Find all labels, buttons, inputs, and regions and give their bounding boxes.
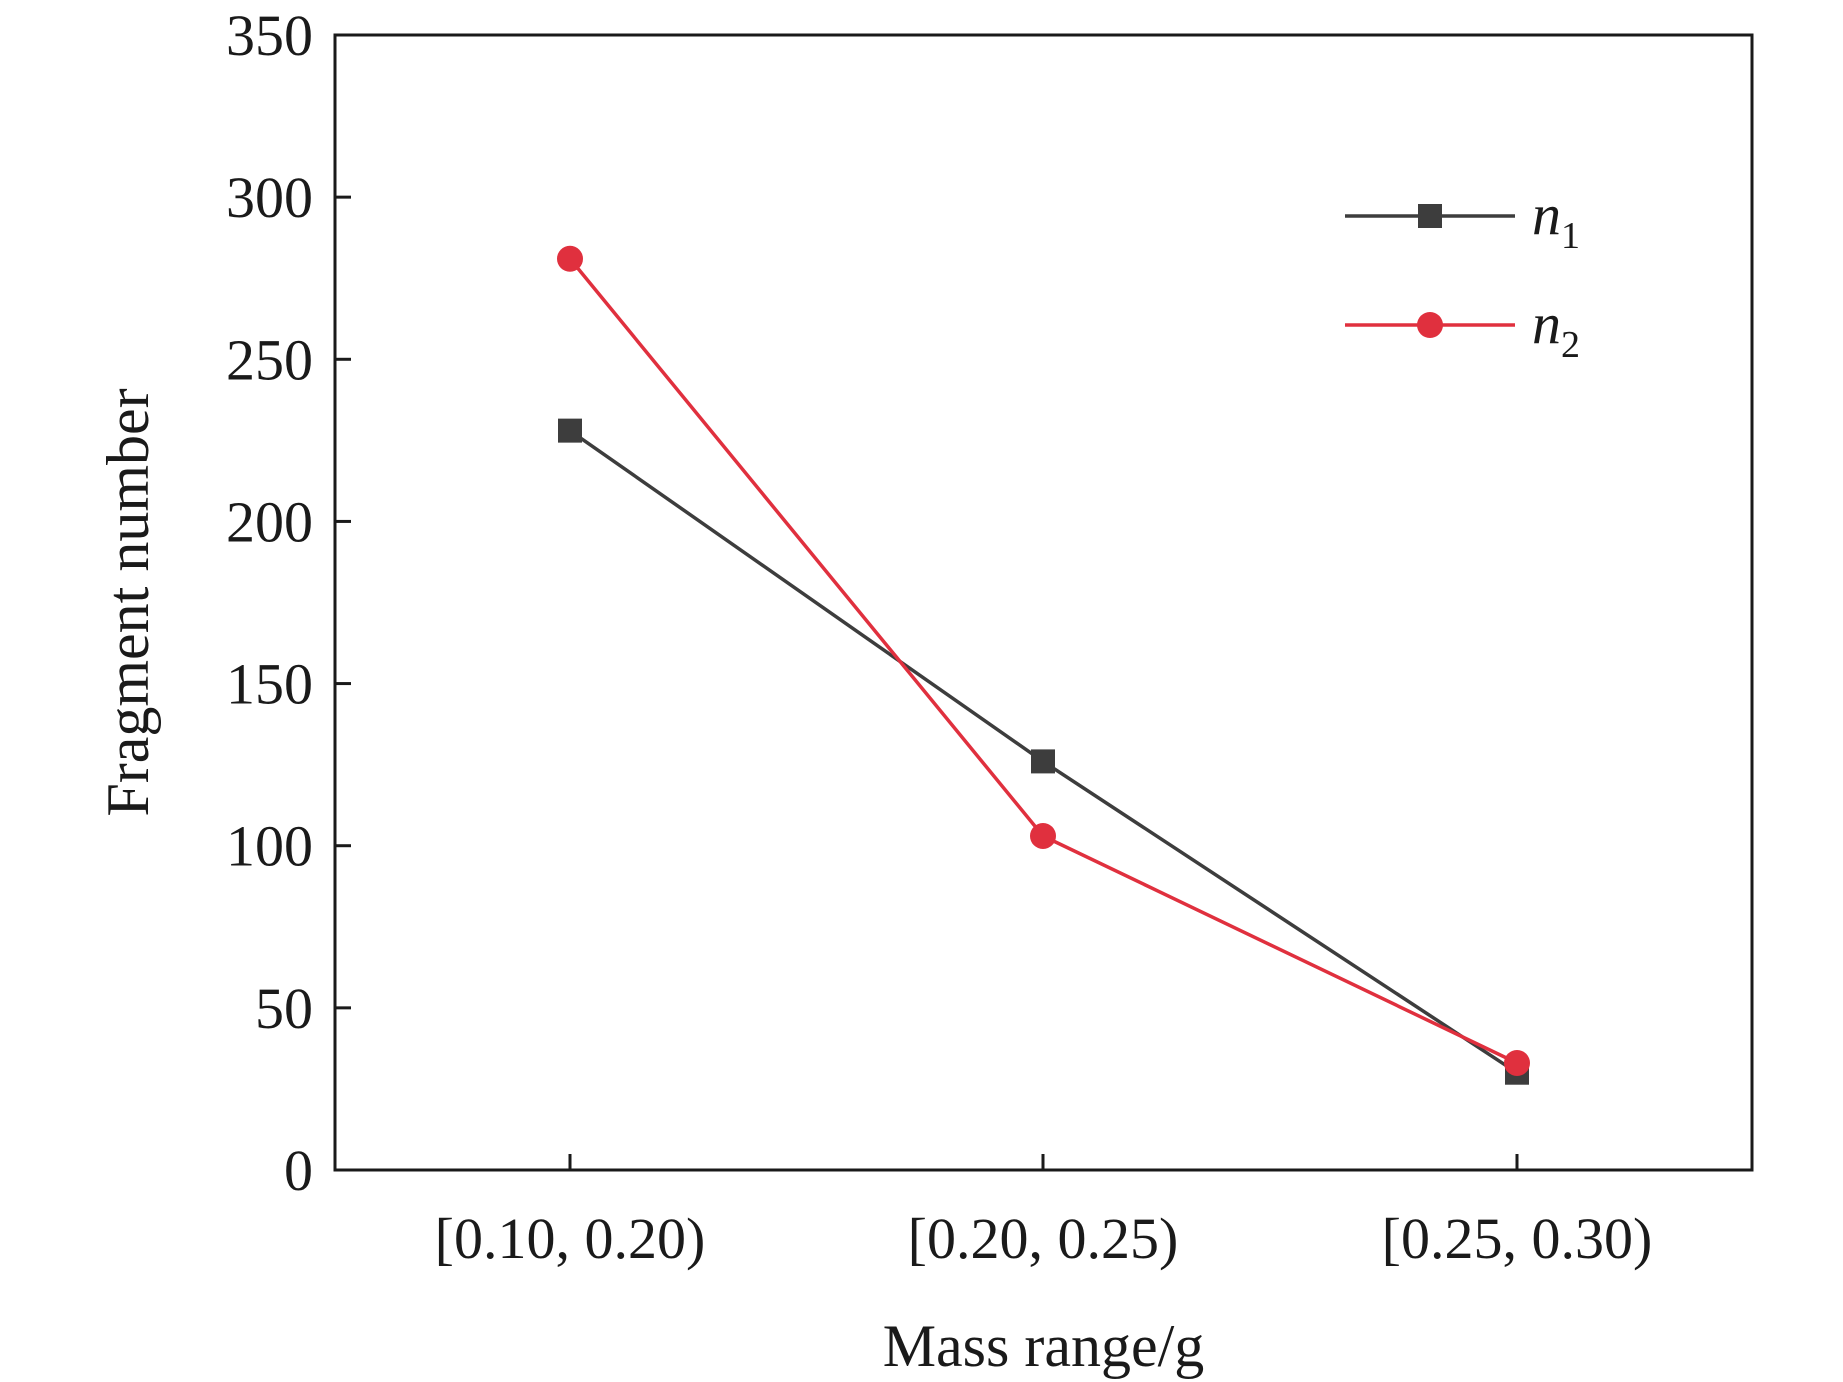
legend-series-name: n [1532, 291, 1561, 356]
legend-series-subscript: 1 [1561, 215, 1580, 257]
series-layer [557, 245, 1530, 1085]
y-axis-title: Fragment number [95, 388, 161, 816]
legend-label-1: n1 [1532, 182, 1580, 257]
y-tick-label: 250 [226, 327, 313, 392]
series-line-2 [568, 257, 1518, 1065]
y-tick-label: 150 [226, 652, 313, 717]
x-tick-label: [0.25, 0.30) [1382, 1206, 1653, 1271]
data-point [1030, 822, 1056, 849]
x-tick-label: [0.10, 0.20) [435, 1206, 706, 1271]
y-tick-label: 100 [226, 814, 313, 879]
legend-label-2: n2 [1532, 291, 1580, 366]
x-axis: [0.10, 0.20) [0.20, 0.25) [0.25, 0.30) [435, 1154, 1653, 1271]
y-tick-label: 50 [255, 976, 313, 1041]
data-point [557, 245, 583, 272]
y-tick-label: 0 [284, 1138, 313, 1203]
data-point [1504, 1049, 1530, 1076]
x-tick-label: [0.20, 0.25) [908, 1206, 1179, 1271]
data-point [1031, 749, 1055, 774]
data-point [558, 418, 582, 443]
legend-marker-2 [1417, 312, 1443, 338]
legend-marker-1 [1418, 204, 1442, 228]
x-axis-title: Mass range/g [883, 1313, 1205, 1379]
y-tick-label: 300 [226, 165, 313, 230]
y-axis: 0 50 100 150 200 250 300 350 [226, 3, 351, 1203]
y-tick-label: 350 [226, 3, 313, 68]
legend-series-subscript: 2 [1561, 324, 1580, 366]
y-tick-label: 200 [226, 489, 313, 554]
legend-series-name: n [1532, 182, 1561, 247]
